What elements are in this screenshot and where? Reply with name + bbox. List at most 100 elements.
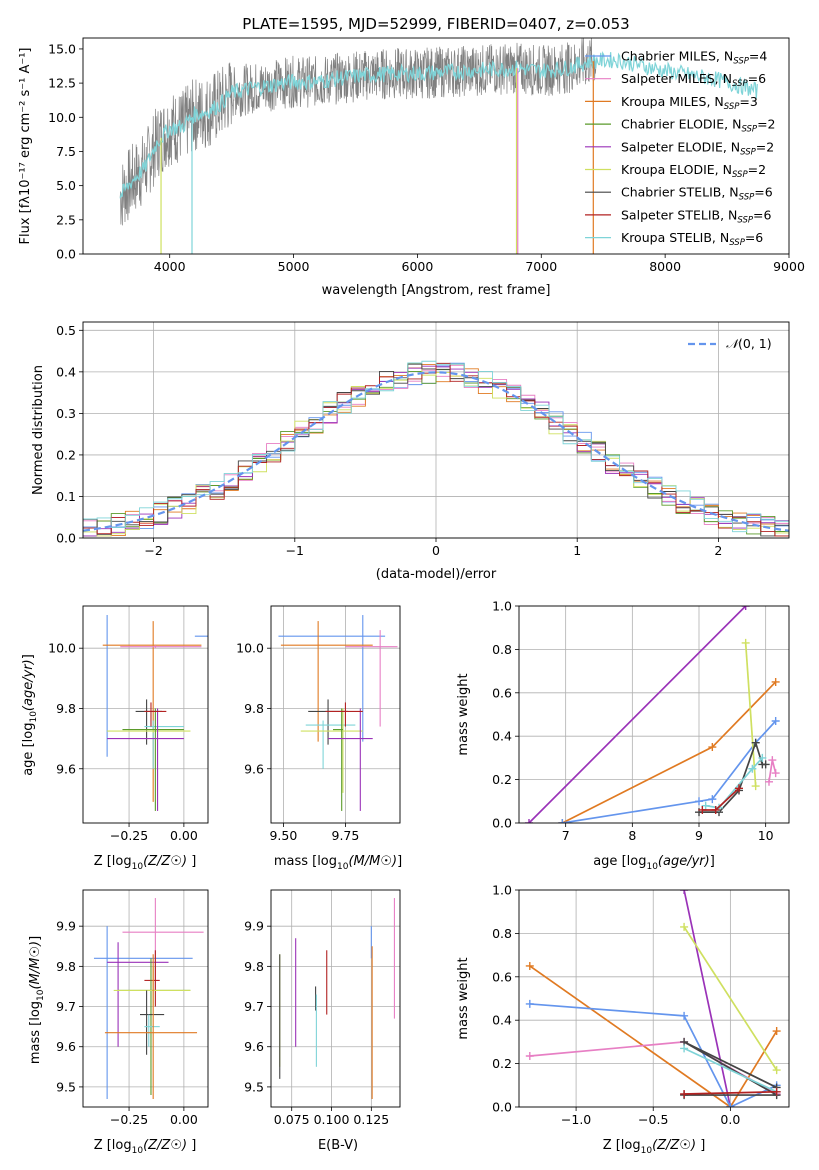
weight_vs_z-marker xyxy=(525,1052,534,1061)
residuals-axes: −2 −1 0 1 2 0.0 0.1 0.2 0.3 0.4 0.5 xyxy=(56,322,789,558)
weight_vs_age-marker xyxy=(771,769,780,778)
x-tick-label: 0.00 xyxy=(170,1112,198,1127)
x-tick-label: 5000 xyxy=(278,259,310,274)
y-tick-label: 0.2 xyxy=(492,772,512,787)
spectrum-title: PLATE=1595, MJD=52999, FIBERID=0407, z=0… xyxy=(242,15,629,33)
weight_vs_z-y-label: mass weight xyxy=(456,957,471,1039)
x-tick-label: 4000 xyxy=(154,259,186,274)
label-part: Z [log xyxy=(603,1138,641,1153)
weight_vs_age-marker xyxy=(748,764,757,773)
y-tick-label: 9.9 xyxy=(244,919,264,934)
x-tick-label: −2 xyxy=(144,543,162,558)
y-tick-label: 9.5 xyxy=(244,1079,264,1094)
spectrum-x-label: wavelength [Angstrom, rest frame] xyxy=(322,283,551,298)
y-tick-label: 9.6 xyxy=(244,761,264,776)
weight_vs_age-marker xyxy=(741,638,750,647)
y-tick-label: 0.6 xyxy=(492,969,512,984)
x-tick-label: 8000 xyxy=(649,259,681,274)
weight_vs_age-frame xyxy=(518,605,790,824)
label-sub: 10 xyxy=(646,862,658,872)
age-vs-z-y-label: age [log10(age/yr)] xyxy=(21,654,39,776)
legend-entry: Chabrier MILES, NSSP=4 xyxy=(621,49,767,67)
clip-mass_vs_ebv-plot xyxy=(279,898,395,1099)
label-part: ] xyxy=(21,654,36,659)
legend-tail: =4 xyxy=(749,49,767,64)
label-part: (Z/Z☉) xyxy=(143,1138,187,1153)
legend-label: (0, 1) xyxy=(738,336,772,351)
weight_vs_age-line-1 xyxy=(561,681,777,823)
label-sub: 10 xyxy=(132,862,144,872)
y-tick-label: 0.4 xyxy=(492,729,512,744)
age_vs_z-axes: −0.25 0.00 9.6 9.8 10.0 xyxy=(48,606,208,843)
legend-tail: =6 xyxy=(753,207,771,222)
legend-label: Chabrier STELIB, N xyxy=(621,185,739,200)
label-sub: 10 xyxy=(132,1146,144,1156)
weight_vs_z-marker xyxy=(525,999,534,1008)
legend-entry: Chabrier ELODIE, NSSP=2 xyxy=(621,117,776,135)
x-tick-label: 2 xyxy=(714,543,722,558)
y-tick-label: 9.9 xyxy=(56,919,76,934)
weight_vs_age-marker xyxy=(768,756,777,765)
y-tick-label: 0.0 xyxy=(492,816,512,831)
y-tick-label: 0.0 xyxy=(492,1100,512,1115)
clip-weight_vs_z-plot xyxy=(525,890,781,1107)
weight_vs_age-marker xyxy=(698,805,707,814)
residuals-x-label: (data-model)/error xyxy=(376,567,497,582)
legend-label: Kroupa STELIB, N xyxy=(621,230,729,245)
y-tick-label: 15.0 xyxy=(48,41,76,56)
weight_vs_age-marker xyxy=(711,805,720,814)
x-tick-label: 9.75 xyxy=(332,828,360,843)
x-tick-label: 9.50 xyxy=(269,828,297,843)
legend-tail: =2 xyxy=(756,139,774,154)
weight_vs_z-frame xyxy=(518,889,790,1108)
legend-tail: =2 xyxy=(748,162,766,177)
histogram-8 xyxy=(83,360,789,537)
legend-tail: =6 xyxy=(754,185,772,200)
y-tick-label: 0.2 xyxy=(56,447,76,462)
legend-sub: SSP xyxy=(739,193,755,203)
residuals-y-label: Normed distribution xyxy=(31,365,46,495)
weight_vs_z-marker xyxy=(680,1044,689,1053)
x-tick-label: 9000 xyxy=(773,259,805,274)
age_vs_z-frame xyxy=(82,605,209,824)
weight_vs_z-line-2 xyxy=(529,1003,778,1107)
legend-tail: =2 xyxy=(757,117,775,132)
weight_vs_z-marker xyxy=(680,1011,689,1020)
y-tick-label: 9.7 xyxy=(244,999,264,1014)
label-part: (Z/Z☉) xyxy=(652,1138,696,1153)
y-tick-label: 9.8 xyxy=(244,701,264,716)
y-tick-label: 12.5 xyxy=(48,76,76,91)
x-tick-label: 10 xyxy=(758,828,774,843)
weight_vs_age-marker xyxy=(751,738,760,747)
weight_vs_z-marker xyxy=(772,1066,781,1075)
label-part: ] xyxy=(187,854,196,869)
label-part: Z [log xyxy=(94,854,132,869)
x-tick-label: 1 xyxy=(573,543,581,558)
y-tick-label: 5.0 xyxy=(56,178,76,193)
y-tick-label: 0.8 xyxy=(492,926,512,941)
label-part: age [log xyxy=(593,854,646,869)
y-tick-label: 0.6 xyxy=(492,685,512,700)
weight_vs_z-line-3 xyxy=(683,926,778,1071)
label-part: age [log xyxy=(21,723,36,776)
legend-sub: SSP xyxy=(733,57,749,67)
legend-entry: Kroupa ELODIE, NSSP=2 xyxy=(621,162,766,180)
x-tick-label: 0.125 xyxy=(353,1112,389,1127)
x-tick-label: 0.0 xyxy=(720,1112,740,1127)
y-tick-label: 0.3 xyxy=(56,406,76,421)
weight_vs_z-line-6 xyxy=(683,1047,778,1093)
y-tick-label: 0.4 xyxy=(492,1013,512,1028)
y-tick-label: 1.0 xyxy=(492,883,512,898)
weight_vs_age-marker xyxy=(695,797,703,806)
y-tick-label: 9.5 xyxy=(56,1079,76,1094)
y-tick-label: 9.6 xyxy=(244,1039,264,1054)
weight_vs_age-marker xyxy=(735,784,743,793)
spectrum-model-line xyxy=(119,51,758,199)
label-sub: 10 xyxy=(36,989,46,1001)
y-tick-label: 2.5 xyxy=(56,212,76,227)
x-tick-label: 7000 xyxy=(525,259,557,274)
label-part: ] xyxy=(710,854,715,869)
label-part: (M/M☉) xyxy=(348,854,397,869)
weight_vs_z-marker xyxy=(525,961,534,970)
